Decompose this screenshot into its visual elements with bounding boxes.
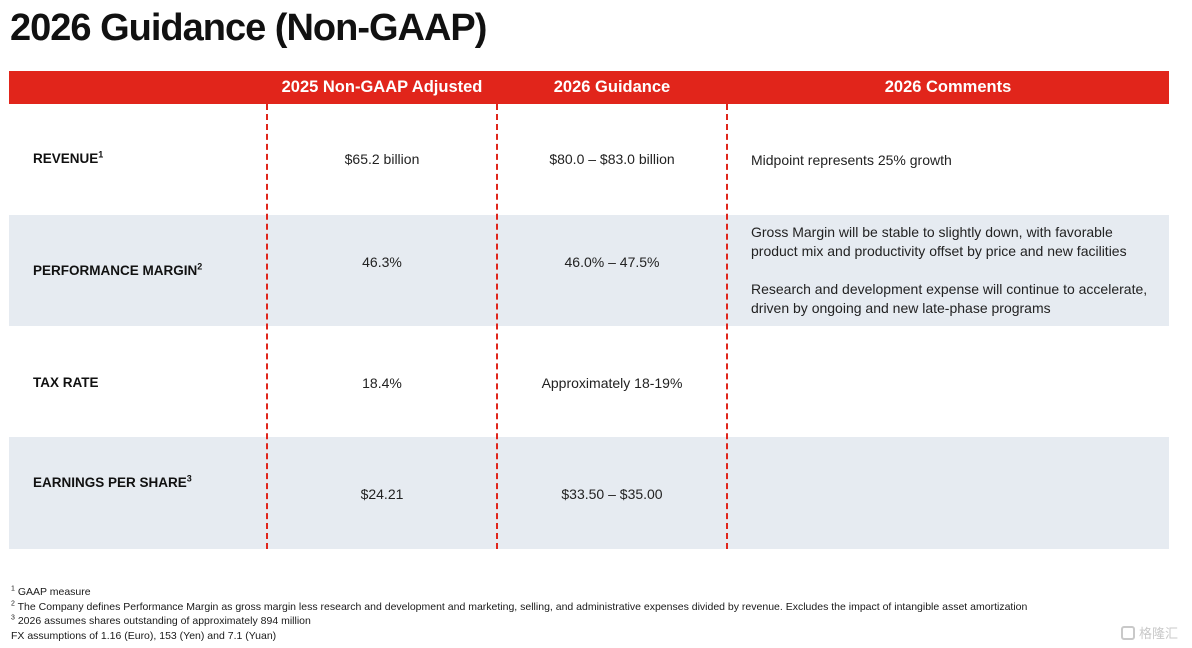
column-divider: [726, 104, 728, 549]
value-2026-guidance: $33.50 – $35.00: [561, 486, 663, 502]
value-2025-adjusted: 18.4%: [362, 375, 402, 391]
comment-text: Research and development expense will co…: [751, 281, 1148, 316]
comment-text: Midpoint represents 25% growth: [751, 152, 952, 168]
value-2025-adjusted: $65.2 billion: [344, 151, 420, 167]
footnotes: 1 GAAP measure 2 The Company defines Per…: [11, 585, 1027, 643]
header-2026-comments: 2026 Comments: [884, 78, 1012, 96]
header-2026-guidance: 2026 Guidance: [553, 78, 671, 96]
page-title: 2026 Guidance (Non-GAAP): [10, 7, 487, 49]
watermark-logo-icon: [1120, 625, 1135, 640]
value-2026-guidance: Approximately 18-19%: [541, 375, 683, 391]
value-2026-guidance: $80.0 – $83.0 billion: [549, 151, 675, 167]
footnote: FX assumptions of 1.16 (Euro), 153 (Yen)…: [11, 629, 277, 642]
footnote: 3 2026 assumes shares outstanding of app…: [11, 614, 311, 628]
table-row-tax-rate: TAX RATE 18.4% Approximately 18-19%: [9, 326, 1169, 437]
value-2025-adjusted: 46.3%: [362, 254, 402, 270]
header-2025-adjusted: 2025 Non-GAAP Adjusted: [281, 78, 483, 96]
row-comment: Gross Margin will be stable to slightly …: [751, 223, 1163, 337]
table-row-performance-margin: PERFORMANCE MARGIN2 46.3% 46.0% – 47.5% …: [9, 215, 1169, 326]
row-label: TAX RATE: [33, 375, 99, 390]
row-label: PERFORMANCE MARGIN2: [33, 261, 203, 278]
footnote: 2 The Company defines Performance Margin…: [11, 600, 1028, 613]
guidance-table: 2025 Non-GAAP Adjusted 2026 Guidance 202…: [9, 71, 1169, 549]
comment-text: Gross Margin will be stable to slightly …: [751, 224, 1127, 259]
row-comment: Midpoint represents 25% growth: [751, 151, 1163, 189]
row-label: REVENUE1: [33, 149, 104, 166]
column-divider: [266, 104, 268, 549]
footnote: 1 GAAP measure: [11, 585, 91, 599]
value-2025-adjusted: $24.21: [360, 486, 404, 502]
value-2026-guidance: 46.0% – 47.5%: [564, 254, 660, 270]
watermark-text: 格隆汇: [1138, 626, 1178, 641]
watermark: 格隆汇: [1120, 623, 1178, 642]
table-header: 2025 Non-GAAP Adjusted 2026 Guidance 202…: [9, 71, 1169, 104]
row-label: EARNINGS PER SHARE3: [33, 473, 192, 490]
table-row-revenue: REVENUE1 $65.2 billion $80.0 – $83.0 bil…: [9, 104, 1169, 215]
column-divider: [496, 104, 498, 549]
table-row-earnings-per-share: EARNINGS PER SHARE3 $24.21 $33.50 – $35.…: [9, 437, 1169, 549]
